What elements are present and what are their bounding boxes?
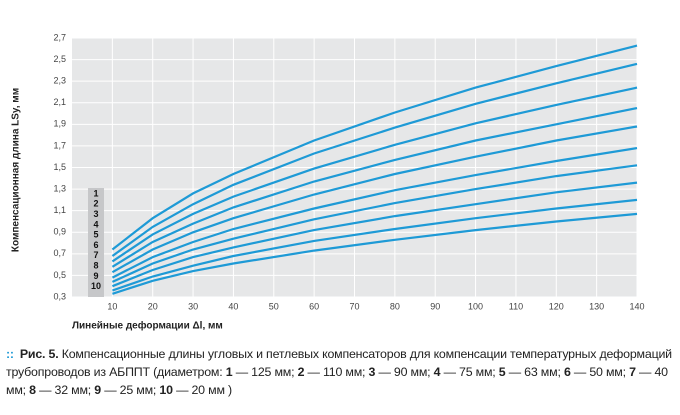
legend-box bbox=[88, 188, 104, 297]
x-tick-label: 70 bbox=[349, 301, 359, 311]
caption-item-number: 10 bbox=[159, 383, 173, 397]
y-tick-label: 2,7 bbox=[53, 32, 66, 42]
bullet: :: bbox=[6, 347, 14, 361]
line-series bbox=[111, 147, 638, 279]
legend-label: 1 bbox=[93, 188, 98, 198]
line-series bbox=[112, 212, 638, 295]
caption-item-text: — 90 мм; bbox=[378, 365, 431, 379]
legend-label: 2 bbox=[93, 199, 98, 209]
caption-item-text: — 32 мм; bbox=[39, 383, 92, 397]
caption-item-number: 5 bbox=[498, 365, 506, 379]
x-tick-label: 90 bbox=[430, 301, 440, 311]
y-tick-label: 1,3 bbox=[53, 183, 66, 193]
x-tick-label: 60 bbox=[309, 301, 319, 311]
caption-item-text: — 125 мм; bbox=[235, 365, 295, 379]
caption-items: 1 — 125 мм; 2 — 110 мм; 3 — 90 мм; 4 — 7… bbox=[6, 365, 668, 397]
caption-item-text: — 25 мм; bbox=[104, 383, 157, 397]
y-tick-label: 2,3 bbox=[53, 76, 66, 86]
x-tick-label: 50 bbox=[269, 301, 279, 311]
line-series bbox=[111, 181, 638, 288]
y-tick-label: 1,5 bbox=[53, 162, 66, 172]
line-series bbox=[112, 198, 638, 292]
y-tick-label: 1,9 bbox=[53, 119, 66, 129]
x-tick-label: 40 bbox=[228, 301, 238, 311]
caption-item-text: — 50 мм; bbox=[573, 365, 626, 379]
caption-item-number: 3 bbox=[368, 365, 376, 379]
line-series bbox=[111, 44, 638, 251]
x-tick-label: 30 bbox=[188, 301, 198, 311]
y-tick-label: 2,1 bbox=[53, 97, 66, 107]
x-tick-label: 80 bbox=[390, 301, 400, 311]
caption-item-number: 6 bbox=[563, 365, 571, 379]
x-tick-label: 120 bbox=[549, 301, 564, 311]
caption: :: Рис. 5. Компенсационные длины угловых … bbox=[6, 345, 674, 399]
legend-label: 9 bbox=[93, 271, 98, 281]
y-tick-label: 2,5 bbox=[53, 54, 66, 64]
legend-label: 4 bbox=[93, 219, 98, 229]
legend-label: 10 bbox=[91, 281, 101, 291]
y-tick-label: 0,5 bbox=[53, 270, 66, 280]
caption-text: Компенсационные длины угловых и петлевых… bbox=[6, 347, 672, 379]
x-tick-label: 10 bbox=[107, 301, 117, 311]
y-tick-label: 0,7 bbox=[53, 248, 66, 258]
line-series bbox=[111, 62, 638, 257]
y-tick-label: 0,9 bbox=[53, 227, 66, 237]
caption-item-number: 8 bbox=[29, 383, 36, 397]
caption-item-text: — 75 мм; bbox=[443, 365, 496, 379]
caption-item-text: — 63 мм; bbox=[508, 365, 561, 379]
y-tick-label: 1,1 bbox=[53, 205, 66, 215]
caption-item-number: 1 bbox=[225, 365, 233, 379]
caption-end: ) bbox=[228, 383, 232, 397]
caption-item-text: — 20 мм bbox=[176, 383, 225, 397]
y-axis-label: Компенсационная длина LSy, мм bbox=[11, 88, 22, 252]
x-tick-label: 100 bbox=[468, 301, 483, 311]
x-axis-label: Линейные деформации Δl, мм bbox=[72, 320, 223, 332]
line-series bbox=[111, 125, 638, 274]
legend-label: 3 bbox=[93, 209, 98, 219]
x-tick-label: 130 bbox=[589, 301, 604, 311]
y-tick-label: 0,3 bbox=[53, 291, 66, 301]
y-tick-label: 1,7 bbox=[53, 140, 66, 150]
legend-label: 5 bbox=[93, 230, 98, 240]
x-tick-label: 20 bbox=[148, 301, 158, 311]
line-series bbox=[111, 86, 638, 263]
legend-label: 8 bbox=[93, 260, 98, 270]
caption-item-text: — 110 мм; bbox=[307, 365, 366, 379]
x-tick-label: 140 bbox=[629, 301, 644, 311]
caption-item-number: 2 bbox=[297, 365, 305, 379]
legend-label: 7 bbox=[93, 250, 98, 260]
legend-label: 6 bbox=[93, 240, 98, 250]
caption-item-number: 4 bbox=[433, 365, 441, 379]
x-tick-label: 110 bbox=[509, 301, 523, 311]
line-series bbox=[111, 164, 638, 283]
line-series bbox=[111, 107, 638, 268]
chart: Компенсационная длина LSy, мм Линейные д… bbox=[11, 32, 645, 332]
caption-item-number: 7 bbox=[629, 365, 636, 379]
caption-item-number: 9 bbox=[94, 383, 101, 397]
caption-label: Рис. 5. bbox=[19, 347, 59, 361]
caption-item-text: — 40 мм; bbox=[6, 365, 668, 397]
